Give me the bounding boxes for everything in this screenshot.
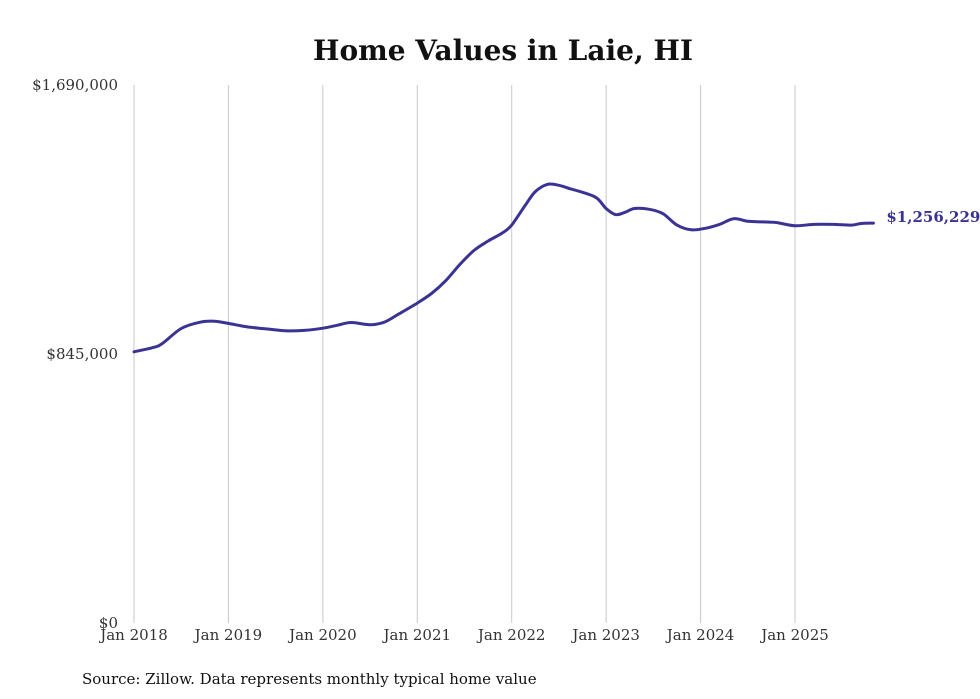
x-tick-label: Jan 2018 [98,626,168,644]
x-tick-label: Jan 2019 [193,626,263,644]
x-tick-label: Jan 2022 [476,626,546,644]
source-note: Source: Zillow. Data represents monthly … [82,670,537,688]
x-tick-label: Jan 2020 [287,626,357,644]
end-value-label: $1,256,229 [886,208,980,226]
chart-title: Home Values in Laie, HI [313,34,693,67]
x-tick-label: Jan 2025 [759,626,829,644]
x-tick-label: Jan 2023 [570,626,640,644]
y-axis-ticks: $0 $845,000 $1,690,000 [32,76,118,632]
y-tick-label: $0 [99,614,118,632]
x-tick-label: Jan 2024 [665,626,735,644]
y-tick-label: $1,690,000 [32,76,118,94]
x-tick-label: Jan 2021 [382,626,452,644]
x-axis-ticks: Jan 2018 Jan 2019 Jan 2020 Jan 2021 Jan 2022… [98,626,829,644]
y-tick-label: $845,000 [46,345,118,363]
gridlines [133,85,796,623]
series-line-home-value [132,182,875,354]
